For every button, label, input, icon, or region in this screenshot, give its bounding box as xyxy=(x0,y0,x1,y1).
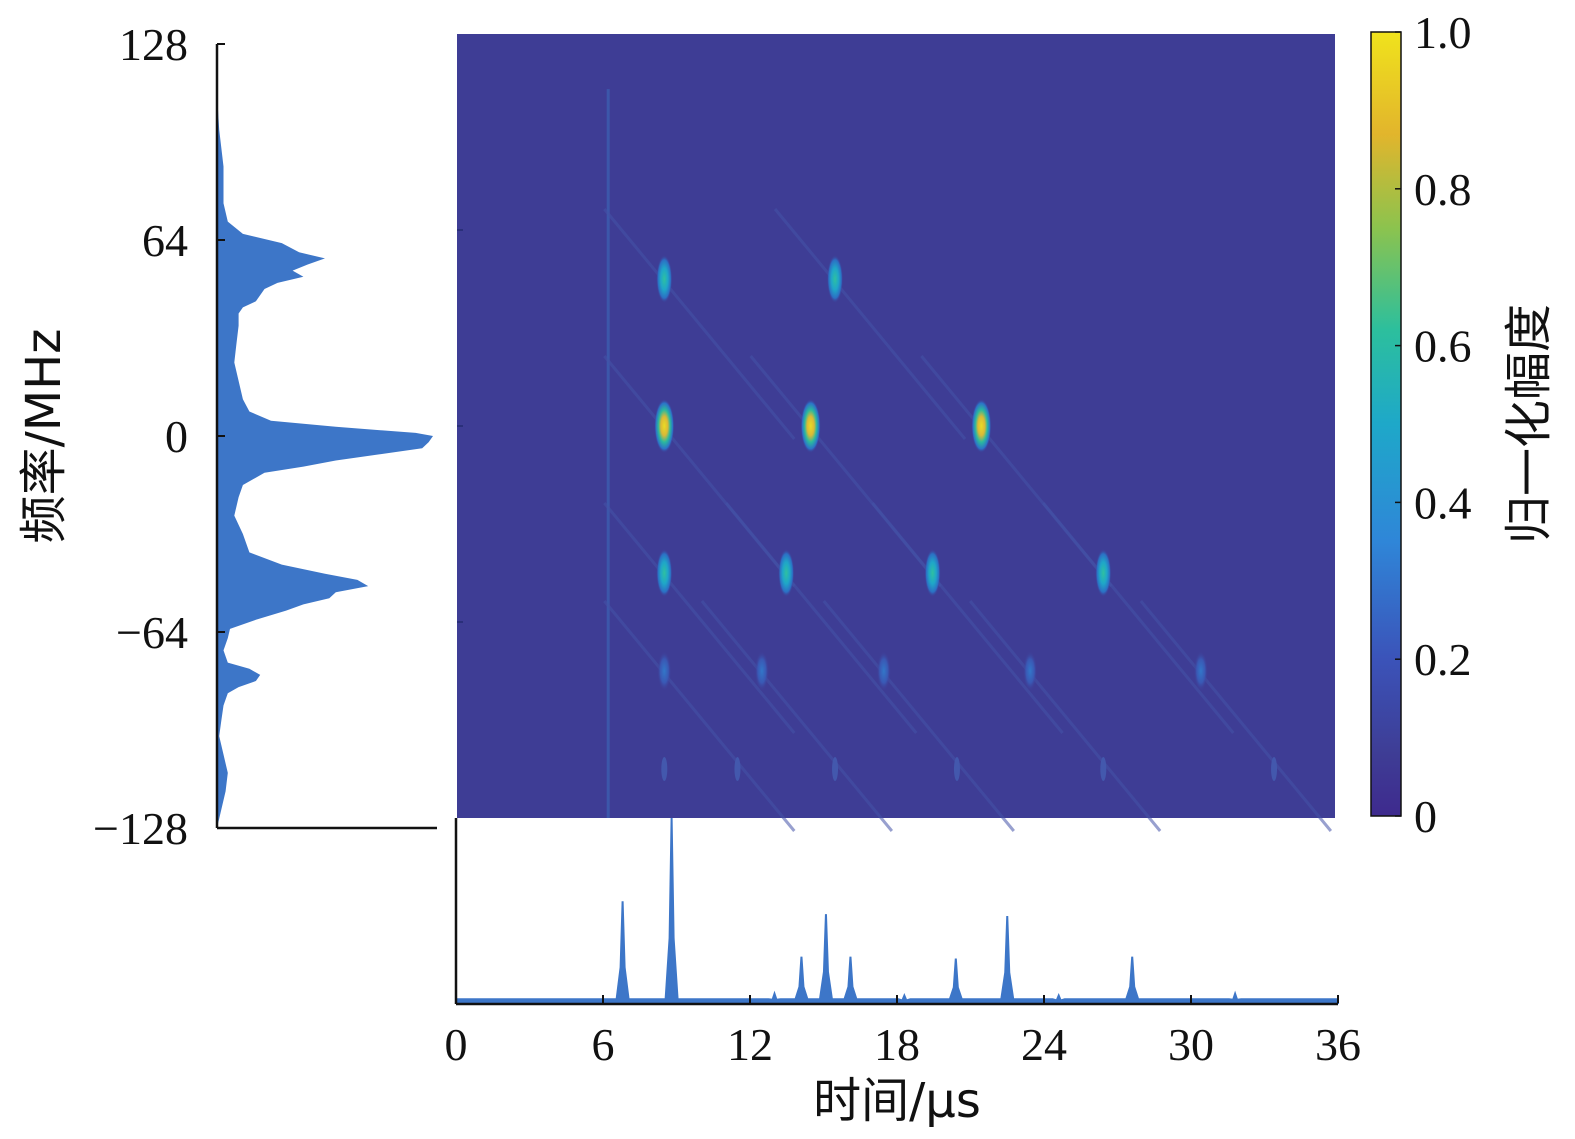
frequency-profile-panel: 128 64 0 −64 −128 频率/MHz xyxy=(16,19,463,854)
heatmap-streak xyxy=(871,502,1064,734)
heatmap-streak xyxy=(725,502,918,734)
time-axis-title: 时间/μs xyxy=(813,1073,981,1129)
frequency-tick-label: 0 xyxy=(165,411,188,462)
heatmap-streak xyxy=(773,208,967,440)
frequency-profile-area xyxy=(217,44,433,828)
colorbar-tick-label: 0 xyxy=(1414,791,1437,842)
heatmap-spot xyxy=(778,549,795,597)
heatmap-streaks xyxy=(603,89,1333,832)
heatmap-spot xyxy=(1095,549,1112,597)
heatmap-streak xyxy=(968,600,1162,832)
colorbar-tick-label: 0.6 xyxy=(1414,321,1472,372)
frequency-tick-label: 64 xyxy=(142,215,188,266)
heatmap-background xyxy=(457,34,1335,818)
heatmap-faint-spot xyxy=(734,757,741,781)
time-tick-label: 36 xyxy=(1315,1019,1361,1070)
heatmap-spot xyxy=(754,651,769,691)
colorbar: 1.0 0.8 0.6 0.4 0.2 0 归一化幅度 xyxy=(1370,7,1557,842)
heatmap-faint-spot xyxy=(953,757,960,781)
time-tick-label: 0 xyxy=(445,1019,468,1070)
spectrogram-heatmap xyxy=(457,34,1335,832)
time-profile-line xyxy=(455,817,1339,1004)
heatmap-streak xyxy=(700,600,894,832)
heatmap-spot xyxy=(1023,651,1038,691)
heatmap-faint-spot xyxy=(1100,757,1107,781)
heatmap-faint-spot xyxy=(832,757,839,781)
colorbar-tick-label: 0.2 xyxy=(1414,634,1472,685)
frequency-axis-title: 频率/MHz xyxy=(16,329,72,544)
time-tick-label: 18 xyxy=(874,1019,920,1070)
heatmap-spot xyxy=(656,549,673,597)
heatmap-spot xyxy=(827,255,844,303)
frequency-tick-label: −64 xyxy=(116,607,188,658)
heatmap-faint-spot xyxy=(661,757,668,781)
heatmap-spot xyxy=(800,399,821,453)
heatmap-spot xyxy=(654,399,675,453)
frequency-tick-label: −128 xyxy=(93,803,188,854)
time-tick-label: 30 xyxy=(1168,1019,1214,1070)
time-tick-label: 24 xyxy=(1021,1019,1067,1070)
heatmap-spot xyxy=(971,399,992,453)
heatmap-streak xyxy=(603,502,796,734)
colorbar-gradient xyxy=(1370,31,1402,817)
colorbar-title: 归一化幅度 xyxy=(1501,304,1557,544)
colorbar-ticks: 1.0 0.8 0.6 0.4 0.2 0 xyxy=(1395,7,1472,842)
heatmap-spot xyxy=(656,255,673,303)
heatmap-streak xyxy=(1139,600,1333,832)
heatmap-spot xyxy=(924,549,941,597)
heatmap-streak xyxy=(1042,502,1235,734)
heatmap-spot xyxy=(657,651,672,691)
heatmap-spots xyxy=(654,255,1278,781)
frequency-tick-label: 128 xyxy=(119,19,188,70)
frequency-ticks: 128 64 0 −64 −128 xyxy=(93,19,463,854)
time-profile-panel: 0 6 12 18 24 30 36 时间/μs xyxy=(445,817,1361,1129)
time-ticks: 0 6 12 18 24 30 36 xyxy=(445,995,1361,1070)
heatmap-spot xyxy=(876,651,891,691)
heatmap-streak xyxy=(603,600,796,832)
colorbar-tick-label: 0.4 xyxy=(1414,477,1472,528)
heatmap-streak xyxy=(822,600,1015,832)
heatmap-spot xyxy=(1193,651,1208,691)
heatmap-streak xyxy=(603,208,796,440)
colorbar-tick-label: 0.8 xyxy=(1414,164,1472,215)
time-tick-label: 6 xyxy=(592,1019,615,1070)
time-tick-label: 12 xyxy=(727,1019,773,1070)
colorbar-tick-label: 1.0 xyxy=(1414,7,1472,58)
heatmap-faint-spot xyxy=(1271,757,1278,781)
